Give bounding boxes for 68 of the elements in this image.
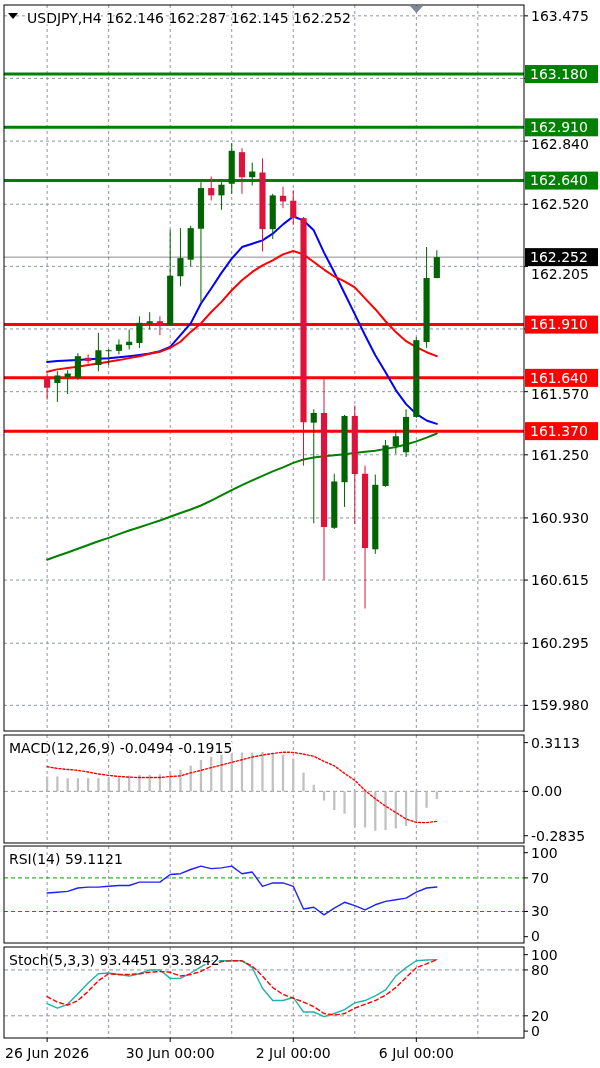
bar bbox=[333, 791, 336, 811]
candlestick bbox=[44, 373, 51, 401]
chart-title: RSI(14) 59.1121 bbox=[9, 851, 123, 867]
y-tick-label: 160.930 bbox=[531, 509, 589, 526]
candlestick bbox=[218, 181, 225, 211]
line-series bbox=[46, 432, 438, 561]
y-tick-label: 70 bbox=[531, 869, 549, 886]
ref-line-label: 163.180 bbox=[530, 65, 588, 82]
x-tick-label: 26 Jun 2026 bbox=[5, 1045, 90, 1061]
candlestick bbox=[392, 429, 399, 455]
y-tick-label: 20 bbox=[531, 1007, 549, 1024]
ref-line-label: 161.640 bbox=[530, 369, 588, 386]
ref-line-label: 162.252 bbox=[530, 249, 588, 266]
x-tick-label: 30 Jun 00:00 bbox=[125, 1045, 215, 1061]
bar bbox=[261, 751, 264, 792]
y-tick-label: 163.475 bbox=[531, 7, 589, 24]
bar bbox=[138, 774, 141, 792]
ref-line-label: 161.370 bbox=[530, 423, 588, 440]
y-tick-label: 160.295 bbox=[531, 635, 589, 652]
y-tick-label: 160.615 bbox=[531, 571, 589, 588]
x-tick-label: 2 Jul 00:00 bbox=[255, 1045, 331, 1061]
y-tick-label: 161.570 bbox=[531, 386, 589, 403]
y-tick-label: 162.205 bbox=[531, 265, 589, 282]
bar bbox=[353, 791, 356, 827]
y-tick-label: -0.2835 bbox=[531, 827, 586, 844]
y-tick-label: 159.980 bbox=[531, 697, 589, 714]
bar bbox=[302, 772, 305, 792]
bar bbox=[179, 769, 182, 792]
bar bbox=[425, 791, 428, 808]
bar bbox=[220, 754, 223, 792]
ref-line-label: 161.910 bbox=[530, 316, 588, 333]
bar bbox=[343, 791, 346, 814]
y-tick-label: 162.520 bbox=[531, 196, 589, 213]
bar bbox=[97, 778, 100, 792]
chart-title: Stoch(5,3,3) 93.4451 93.3842 bbox=[9, 952, 220, 968]
chart-title: MACD(12,26,9) -0.0494 -0.1915 bbox=[9, 740, 233, 756]
y-tick-label: 80 bbox=[531, 961, 549, 978]
bar bbox=[322, 791, 326, 801]
candlestick bbox=[54, 370, 61, 403]
y-tick-label: 30 bbox=[531, 903, 549, 920]
x-tick-label: 6 Jul 00:00 bbox=[378, 1045, 454, 1061]
candlestick bbox=[74, 352, 81, 381]
line-series bbox=[46, 865, 438, 916]
candlestick bbox=[105, 348, 112, 366]
ref-line-label: 162.910 bbox=[530, 119, 588, 136]
candlestick bbox=[136, 315, 143, 349]
candlestick bbox=[95, 332, 102, 372]
y-tick-label: 161.250 bbox=[531, 446, 589, 463]
candlestick bbox=[115, 338, 122, 355]
y-tick-label: 100 bbox=[531, 946, 558, 963]
candlestick bbox=[290, 189, 297, 226]
y-tick-label: 100 bbox=[531, 844, 558, 861]
y-tick-label: 0 bbox=[531, 927, 540, 944]
candlestick bbox=[433, 249, 440, 279]
bar bbox=[435, 791, 438, 800]
ref-line-label: 162.640 bbox=[530, 172, 588, 189]
y-tick-label: 0.3113 bbox=[531, 734, 580, 751]
y-tick-label: 162.840 bbox=[531, 135, 589, 152]
bar bbox=[415, 791, 418, 820]
y-tick-label: 0.00 bbox=[531, 783, 563, 800]
bar bbox=[56, 776, 59, 792]
candlestick bbox=[208, 175, 215, 202]
bar bbox=[384, 791, 387, 831]
candlestick bbox=[177, 227, 184, 287]
chart-title: USDJPY,H4 162.146 162.287 162.145 162.252 bbox=[27, 10, 351, 26]
candlestick bbox=[156, 315, 164, 336]
candlestick bbox=[310, 408, 317, 524]
y-tick-label: 0 bbox=[531, 1022, 540, 1039]
